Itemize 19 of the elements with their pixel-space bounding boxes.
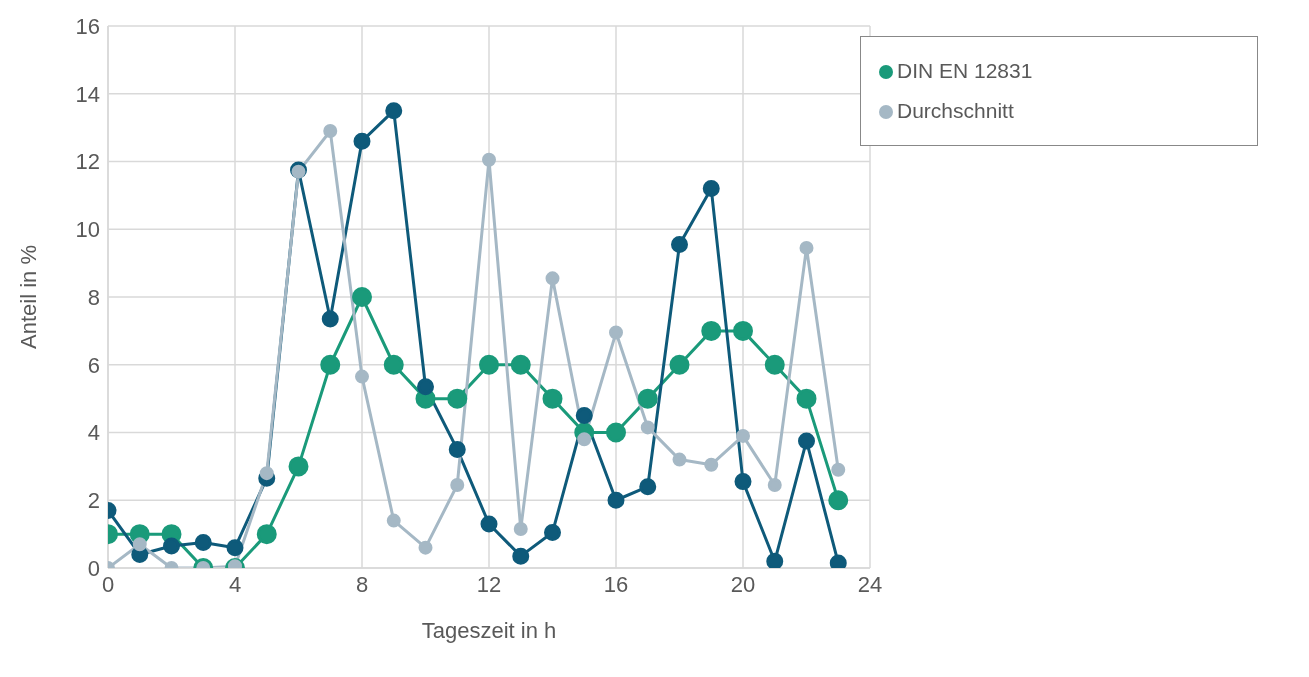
x-tick-label: 12 — [476, 571, 502, 597]
x-tick-label: 8 — [355, 571, 369, 597]
y-axis-title: Anteil in % — [15, 245, 41, 349]
y-tick-label: 14 — [75, 81, 100, 107]
y-tick-label: 10 — [75, 217, 100, 243]
y-tick-label: 8 — [87, 284, 100, 310]
x-tick-label: 16 — [603, 571, 629, 597]
y-tick-label: 0 — [87, 555, 100, 581]
y-tick-label: 4 — [87, 420, 100, 446]
y-tick-label: 2 — [87, 488, 100, 514]
y-tick-label: 6 — [87, 352, 100, 378]
legend-label: Durchschnitt — [897, 99, 1014, 122]
x-tick-label: 4 — [228, 571, 242, 597]
y-tick-label: 16 — [75, 13, 100, 39]
legend-label: DIN EN 12831 — [897, 59, 1033, 82]
x-axis-title: Tageszeit in h — [421, 618, 557, 643]
y-tick-label: 12 — [75, 149, 100, 175]
x-tick-label: 24 — [857, 571, 883, 597]
x-tick-label: 20 — [730, 571, 756, 597]
